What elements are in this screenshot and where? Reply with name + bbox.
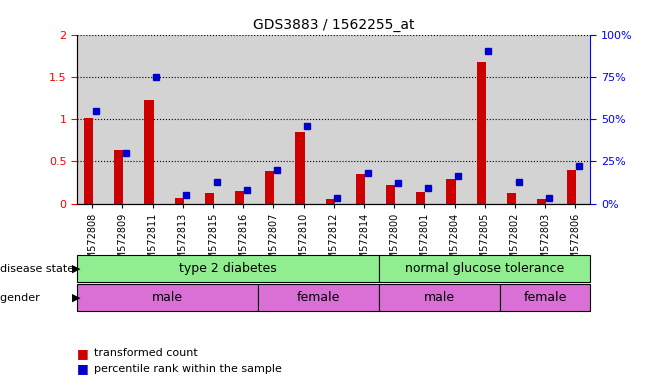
Bar xyxy=(537,199,546,204)
Text: male: male xyxy=(152,291,183,304)
Bar xyxy=(235,191,244,204)
Bar xyxy=(114,150,123,204)
Text: percentile rank within the sample: percentile rank within the sample xyxy=(94,364,282,374)
Bar xyxy=(567,170,576,204)
Bar xyxy=(325,199,335,204)
Text: transformed count: transformed count xyxy=(94,348,198,358)
Bar xyxy=(77,284,258,311)
Bar xyxy=(446,179,456,204)
Text: male: male xyxy=(424,291,455,304)
Bar xyxy=(416,192,425,204)
Bar xyxy=(258,284,379,311)
Bar xyxy=(295,132,305,204)
Bar xyxy=(379,284,500,311)
Bar xyxy=(205,194,214,204)
Bar xyxy=(144,101,154,204)
Bar xyxy=(500,284,590,311)
Text: female: female xyxy=(297,291,340,304)
Text: type 2 diabetes: type 2 diabetes xyxy=(179,262,277,275)
Title: GDS3883 / 1562255_at: GDS3883 / 1562255_at xyxy=(253,18,415,32)
Bar xyxy=(77,255,379,282)
Text: female: female xyxy=(523,291,567,304)
Bar xyxy=(265,171,274,204)
Bar xyxy=(174,198,184,204)
Bar xyxy=(507,194,516,204)
Text: ■: ■ xyxy=(77,362,93,375)
Text: ▶: ▶ xyxy=(72,293,81,303)
Bar xyxy=(356,174,365,204)
Bar xyxy=(476,61,486,204)
Text: disease state: disease state xyxy=(0,264,78,274)
Text: normal glucose tolerance: normal glucose tolerance xyxy=(405,262,564,275)
Text: gender: gender xyxy=(0,293,43,303)
Text: ▶: ▶ xyxy=(72,264,81,274)
Bar xyxy=(379,255,590,282)
Bar xyxy=(84,118,93,204)
Bar xyxy=(386,185,395,204)
Text: ■: ■ xyxy=(77,347,93,360)
